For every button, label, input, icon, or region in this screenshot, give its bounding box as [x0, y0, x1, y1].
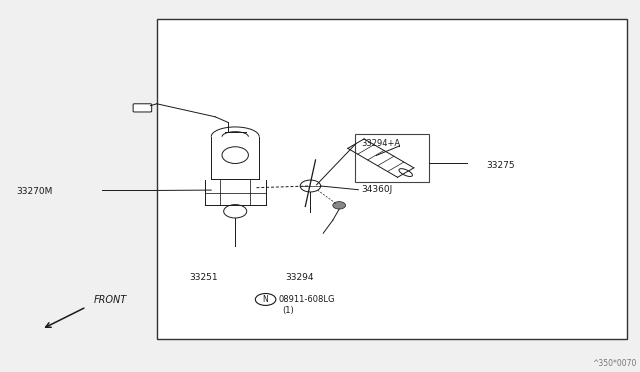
Bar [157, 19, 627, 339]
Text: N: N [263, 295, 268, 304]
Text: 33275: 33275 [486, 161, 515, 170]
Circle shape [333, 202, 346, 209]
Text: 34360J: 34360J [362, 185, 393, 194]
Text: ^350*0070: ^350*0070 [593, 359, 637, 368]
FancyBboxPatch shape [133, 104, 152, 112]
Text: 08911-608LG: 08911-608LG [278, 295, 335, 304]
Text: 33294+A: 33294+A [362, 139, 401, 148]
Text: 33270M: 33270M [16, 187, 52, 196]
Text: 33294: 33294 [285, 273, 314, 282]
Text: FRONT: FRONT [94, 295, 127, 305]
Text: (1): (1) [282, 306, 294, 315]
Bar [355, 134, 429, 182]
Text: 33251: 33251 [189, 273, 218, 282]
